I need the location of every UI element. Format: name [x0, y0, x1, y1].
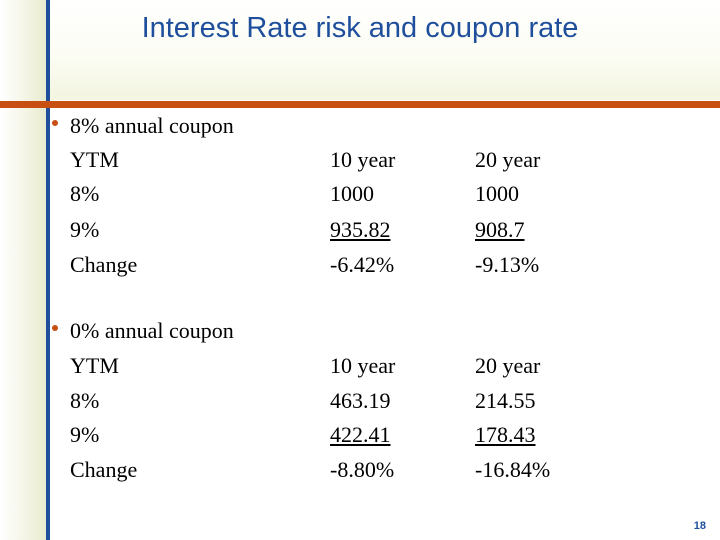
header-band — [0, 0, 720, 100]
row-label: 8% — [70, 181, 100, 206]
row-value-20yr: 20 year — [475, 353, 541, 378]
page-number: 18 — [693, 520, 706, 532]
row-label: YTM — [70, 353, 119, 378]
row-value-20yr: 214.55 — [475, 388, 536, 413]
row-value-10yr: 422.41 — [330, 422, 391, 447]
row-value-10yr: 1000 — [330, 181, 374, 206]
slide-title: Interest Rate risk and coupon rate — [141, 12, 579, 44]
bullet-icon — [52, 325, 58, 331]
row-value-20yr: 1000 — [475, 181, 519, 206]
row-label: 9% — [70, 422, 100, 447]
row-label: Change — [70, 252, 138, 277]
row-label: YTM — [70, 147, 119, 172]
row-value-10yr: -8.80% — [330, 457, 395, 482]
row-value-10yr: 10 year — [330, 147, 396, 172]
title-divider — [0, 101, 720, 108]
row-value-20yr: 908.7 — [475, 217, 525, 242]
row-value-10yr: 935.82 — [330, 217, 391, 242]
row-label: 8% — [70, 388, 100, 413]
block-heading: 8% annual coupon — [70, 113, 234, 138]
left-gradient-strip — [0, 0, 46, 540]
row-value-20yr: 178.43 — [475, 422, 536, 447]
block-heading: 0% annual coupon — [70, 318, 234, 343]
row-value-20yr: -9.13% — [475, 252, 540, 277]
row-label: 9% — [70, 217, 100, 242]
row-label: Change — [70, 457, 138, 482]
row-value-20yr: -16.84% — [475, 457, 551, 482]
row-value-10yr: 463.19 — [330, 388, 391, 413]
row-value-20yr: 20 year — [475, 147, 541, 172]
vertical-accent-bar — [46, 0, 50, 540]
row-value-10yr: 10 year — [330, 353, 396, 378]
row-value-10yr: -6.42% — [330, 252, 395, 277]
bullet-icon — [52, 120, 58, 126]
